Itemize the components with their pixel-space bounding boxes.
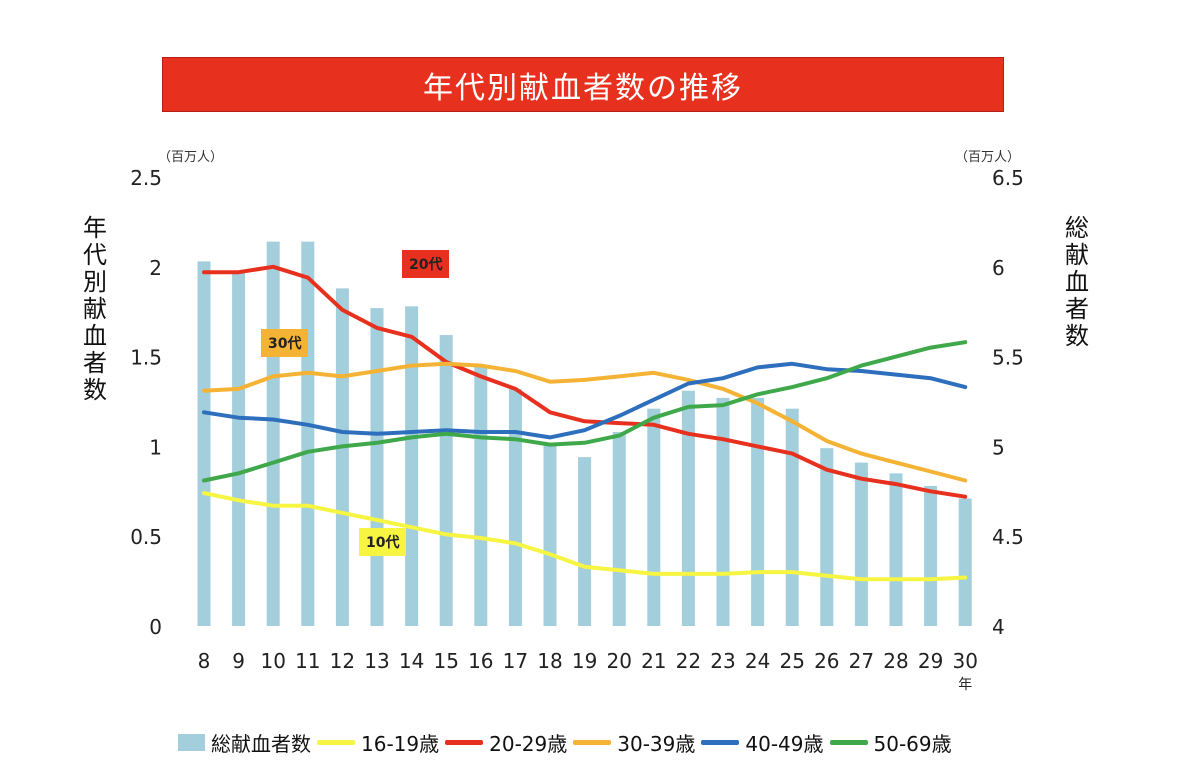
bar-total-20: [612, 432, 626, 626]
left-tick-label: 0: [149, 615, 162, 639]
series-line-50-69歳: [202, 340, 968, 483]
legend-swatch-16-19: [317, 740, 355, 745]
x-tick-label: 8: [198, 649, 211, 673]
series-line-40-49歳: [202, 361, 968, 440]
legend-item-30-39: 30-39歳: [573, 728, 695, 757]
legend-swatch-40-49: [701, 740, 740, 745]
right-axis-unit: （百万人）: [955, 150, 1021, 165]
x-tick-label: 9: [232, 649, 245, 673]
annotation-20s: 20代: [402, 250, 450, 278]
x-tick-label: 27: [849, 649, 874, 673]
right-tick-label: 5.5: [992, 346, 1024, 370]
x-tick-label: 15: [433, 649, 458, 673]
bar-total-30: [958, 498, 972, 626]
right-tick-label: 6: [992, 256, 1005, 280]
legend-item-50-69: 50-69歳: [829, 728, 952, 757]
bar-total-21: [647, 408, 661, 626]
x-tick-label: 11: [295, 649, 320, 673]
x-tick-label: 19: [572, 649, 597, 673]
series-line-16-19歳: [202, 491, 968, 582]
right-tick-label: 6.5: [992, 166, 1024, 190]
legend-item-16-19: 16-19歳: [317, 728, 439, 757]
x-tick-label: 24: [745, 649, 770, 673]
bar-total-14: [405, 306, 419, 626]
chart-title: 年代別献血者数の推移: [423, 70, 743, 106]
x-tick-label: 28: [883, 649, 908, 673]
right-tick-label: 4.5: [992, 525, 1024, 549]
legend-swatch-50-69: [829, 740, 868, 745]
bar-total-9: [232, 272, 246, 626]
left-tick-label: 0.5: [130, 525, 162, 549]
series-line-30-39歳: [202, 361, 968, 483]
x-tick-label: 23: [710, 649, 735, 673]
x-tick-label: 22: [676, 649, 701, 673]
x-tick-label: 13: [364, 649, 389, 673]
bar-total-19: [578, 457, 592, 626]
bar-total-8: [197, 261, 211, 626]
x-tick-label: 30: [952, 649, 977, 673]
x-tick-label: 29: [918, 649, 943, 673]
bar-total-25: [785, 408, 799, 626]
x-tick-label: 14: [399, 649, 424, 673]
x-axis-suffix: 年: [958, 677, 972, 693]
legend-swatch-total: [178, 734, 205, 751]
legend-label-30-39: 30-39歳: [617, 732, 696, 756]
legend-swatch-30-39: [573, 740, 612, 745]
bar-total-28: [889, 473, 903, 626]
annotation-30s: 30代: [261, 329, 309, 357]
left-tick-label: 2: [149, 256, 162, 280]
bar-total-26: [820, 448, 834, 626]
bar-total-15: [439, 335, 453, 626]
bar-total-18: [543, 444, 557, 626]
annotation-10s: 10代: [359, 528, 407, 556]
bar-total-23: [716, 397, 730, 626]
left-axis-label: 年代別献血者数: [83, 214, 107, 404]
x-tick-label: 17: [503, 649, 528, 673]
bar-total-22: [681, 390, 695, 626]
left-tick-label: 1.5: [130, 346, 162, 370]
legend-item-40-49: 40-49歳: [701, 728, 824, 757]
x-tick-label: 20: [606, 649, 631, 673]
legend-label-20-29: 20-29歳: [489, 732, 568, 756]
bar-total-17: [508, 388, 522, 626]
legend-label-16-19: 16-19歳: [361, 732, 440, 756]
bar-total-10: [266, 241, 280, 626]
x-tick-label: 21: [641, 649, 666, 673]
legend: 総献血者数 16-19歳 20-29歳 30-39歳 40-49歳 50-69歳: [178, 728, 958, 757]
bar-total-29: [924, 485, 938, 626]
bar-total-11: [301, 241, 315, 626]
legend-item-20-29: 20-29歳: [445, 728, 567, 757]
left-tick-label: 1: [149, 435, 162, 459]
x-tick-label: 18: [537, 649, 562, 673]
right-axis-label: 総献血者数: [1065, 214, 1089, 350]
legend-label-total: 総献血者数: [211, 732, 311, 756]
left-tick-label: 2.5: [130, 166, 162, 190]
bar-total-13: [370, 308, 384, 626]
bar-total-16: [474, 365, 488, 626]
legend-swatch-20-29: [445, 740, 484, 745]
right-tick-label: 4: [992, 615, 1005, 639]
x-tick-label: 10: [260, 649, 285, 673]
legend-label-50-69: 50-69歳: [873, 732, 952, 756]
bar-total-27: [854, 462, 868, 626]
series-line-20-29歳: [202, 264, 968, 499]
right-tick-label: 5: [992, 435, 1005, 459]
legend-item-total: 総献血者数: [178, 728, 311, 757]
chart-title-banner: 年代別献血者数の推移: [162, 57, 1004, 112]
bar-total-24: [751, 397, 765, 626]
x-tick-label: 12: [330, 649, 355, 673]
legend-label-40-49: 40-49歳: [745, 732, 824, 756]
x-tick-label: 26: [814, 649, 839, 673]
left-axis-unit: （百万人）: [158, 150, 224, 165]
x-tick-label: 16: [468, 649, 493, 673]
x-tick-label: 25: [779, 649, 804, 673]
bar-total-12: [335, 288, 349, 626]
